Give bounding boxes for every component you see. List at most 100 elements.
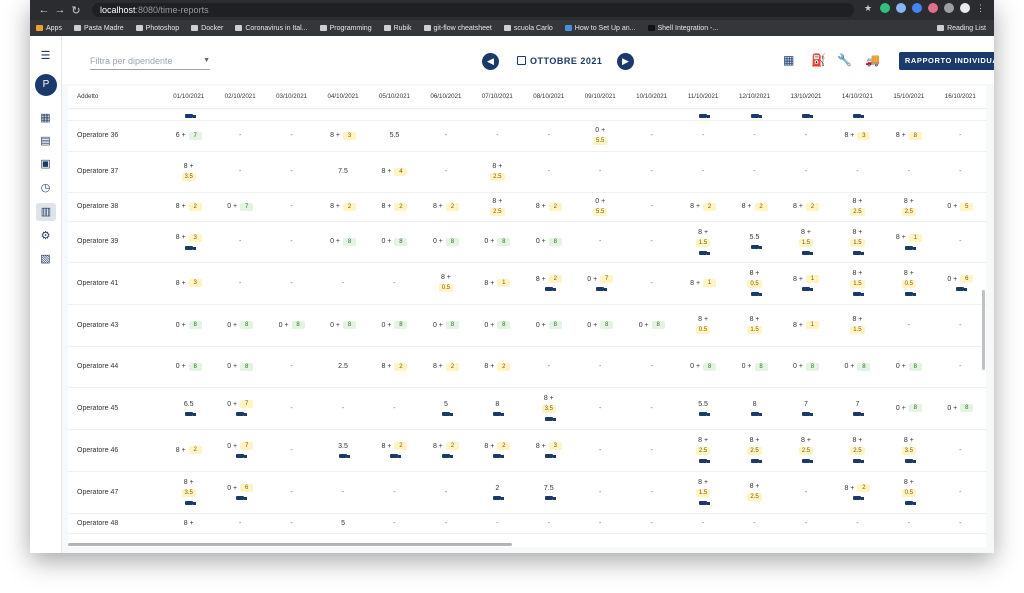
day-cell[interactable]: - [368,471,421,514]
bookmark-rubik[interactable]: Rubik [383,25,412,32]
bookmark-photoshop[interactable]: Photoshop [135,25,179,32]
day-cell[interactable]: 0 +7 [214,192,266,222]
day-cell[interactable] [163,108,215,121]
day-cell[interactable]: - [523,120,575,152]
day-cell[interactable]: 8 +3 [163,262,215,305]
table-row[interactable]: Operatore 47 8 +3.5 0 +6- - - -2 7.5- -8 +1.5 8 … [68,471,986,514]
day-cell[interactable]: - [883,304,935,347]
day-cell[interactable]: 7.5 [523,471,575,514]
day-cell[interactable]: 8 +2 [163,192,215,222]
day-cell[interactable]: - [780,120,832,152]
day-cell[interactable]: - [265,221,318,263]
puzzle-icon[interactable] [944,3,954,13]
day-cell[interactable] [420,108,472,121]
day-cell[interactable]: - [265,471,318,514]
day-cell[interactable]: - [265,262,318,305]
day-cell[interactable] [523,108,575,121]
day-cell[interactable]: - [523,346,575,388]
truck-icon[interactable]: 🚚 [865,53,880,67]
day-cell[interactable]: - [368,513,421,534]
document-settings-icon[interactable]: ▧ [40,253,51,265]
day-cell[interactable]: 8 +2.5 [471,192,524,222]
day-cell[interactable]: 8 +3.5 [523,387,575,430]
bookmark-programming[interactable]: Programming [319,25,372,32]
day-cell[interactable]: - [574,471,626,514]
day-cell[interactable]: 8 +2 [471,346,524,388]
day-cell[interactable]: 8 +1.5 [831,221,884,263]
day-cell[interactable]: 8 +2.5 [780,429,832,472]
day-cell[interactable]: - [625,151,678,193]
employee-filter-select[interactable]: Filtra per dipendente ▼ [90,56,210,70]
day-cell[interactable]: 8 +3 [317,120,369,152]
day-cell[interactable]: 0 +8 [163,346,215,388]
day-cell[interactable]: - [574,151,626,193]
day-cell[interactable]: 8 +2 [317,192,369,222]
table-row[interactable]: Operatore 38 8 +2 0 +7-8 +2 8 +2 8 +2 8 +2.5 8… [68,192,986,222]
calendar-icon[interactable]: ▤ [40,135,51,147]
day-cell[interactable] [471,108,524,121]
bookmark-apps[interactable]: Apps [36,25,62,32]
day-cell[interactable]: - [883,513,935,534]
day-cell[interactable]: 8 +3 [523,429,575,472]
day-cell[interactable]: - [883,151,935,193]
day-cell[interactable]: 3.5 [317,429,369,472]
day-cell[interactable]: 5.5 [368,120,421,152]
previous-month-button[interactable]: ◀ [482,53,499,70]
day-cell[interactable]: - [831,513,884,534]
day-cell[interactable]: - [625,387,678,430]
day-cell[interactable]: - [934,221,986,263]
day-cell[interactable] [574,108,626,121]
day-cell[interactable]: 8 +3.5 [883,429,935,472]
wrench-icon[interactable]: 🔧 [837,53,852,67]
day-cell[interactable]: 0 +8 [883,346,935,388]
day-cell[interactable]: - [317,387,369,430]
day-cell[interactable]: - [523,151,575,193]
day-cell[interactable]: 2.5 [317,346,369,388]
day-cell[interactable]: - [265,387,318,430]
day-cell[interactable]: 8 +3 [163,221,215,263]
day-cell[interactable]: - [214,151,266,193]
day-cell[interactable]: - [780,513,832,534]
day-cell[interactable]: 0 +7 [574,262,626,305]
profile-icon[interactable] [960,3,970,13]
day-cell[interactable]: 8 +2 [368,429,421,472]
day-cell[interactable]: 8 +8 [883,120,935,152]
individual-report-button[interactable]: RAPPORTO INDIVIDUALE [899,52,994,70]
day-cell[interactable]: 0 +8 [677,346,729,388]
day-cell[interactable]: 0 +8 [574,304,626,347]
day-cell[interactable]: - [934,513,986,534]
day-cell[interactable]: - [625,513,678,534]
day-cell[interactable]: - [574,513,626,534]
day-cell[interactable]: 8 +2 [420,429,472,472]
day-cell[interactable]: 7.5 [317,151,369,193]
day-cell[interactable]: 5.5 [728,221,781,263]
star-icon[interactable]: ★ [864,3,873,13]
day-cell[interactable]: 5 [317,513,369,534]
day-cell[interactable]: - [934,471,986,514]
day-cell[interactable]: 8 +1 [780,304,832,347]
day-cell[interactable]: - [934,120,986,152]
day-cell[interactable]: 8 +3 [831,120,884,152]
day-cell[interactable]: 8 [471,387,524,430]
day-cell[interactable]: 0 +6 [934,262,986,305]
day-cell[interactable]: 8 +1.5 [831,304,884,347]
day-cell[interactable]: 8 +2.5 [831,192,884,222]
day-cell[interactable] [883,108,935,121]
day-cell[interactable]: - [934,429,986,472]
day-cell[interactable]: - [265,120,318,152]
table-row[interactable]: Operatore 48 8 + - - 5 - - - - - - - - - - - - [68,513,986,534]
day-cell[interactable]: 8 +2 [368,346,421,388]
day-cell[interactable]: - [934,346,986,388]
day-cell[interactable] [625,108,678,121]
day-cell[interactable]: - [574,221,626,263]
day-cell[interactable]: - [625,346,678,388]
day-cell[interactable]: 8 +0.5 [728,262,781,305]
day-cell[interactable]: 8 +1 [471,262,524,305]
day-cell[interactable]: - [420,151,472,193]
day-cell[interactable]: 0 +8 [317,304,369,347]
day-cell[interactable]: - [368,262,421,305]
day-cell[interactable] [728,108,781,121]
day-cell[interactable]: - [317,471,369,514]
day-cell[interactable]: 8 +0.5 [677,304,729,347]
day-cell[interactable]: - [368,387,421,430]
